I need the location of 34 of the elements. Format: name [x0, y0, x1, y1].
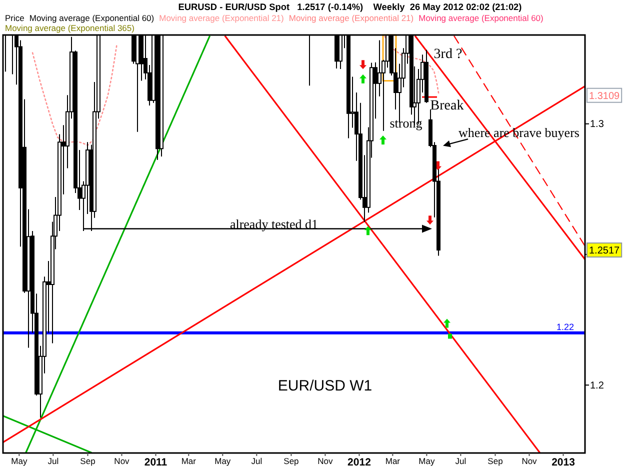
- y-tick-label: 1.2: [590, 380, 604, 392]
- x-tick-label: Jul: [251, 456, 262, 466]
- x-tick-label: May: [214, 456, 232, 466]
- annotation: 1.3109: [589, 90, 620, 102]
- x-tick-label: Jul: [455, 456, 466, 466]
- y-tick-label: 1.3: [590, 119, 604, 130]
- annotation: 3rd ?: [434, 47, 462, 62]
- chart-title: EURUSD - EUR/USD Spot 1.2517 (-0.14%) Weekly 26 May 2012 02:02 (21:02): [178, 2, 522, 12]
- x-tick-label: 2013: [552, 456, 576, 468]
- x-tick-label: Nov: [114, 456, 130, 466]
- annotation: EUR/USD W1: [278, 377, 372, 394]
- series-label: Price: [5, 13, 25, 23]
- legend-label: Moving average (Exponential 21): [288, 13, 414, 23]
- x-tick-label: May: [418, 456, 436, 466]
- legend-label: Moving average (Exponential 365): [5, 23, 135, 33]
- x-tick-label: Sep: [80, 456, 96, 466]
- text: Moving average (Exponential 21): [159, 13, 284, 23]
- x-tick-label: Nov: [318, 456, 334, 466]
- legend-label: Moving average (Exponential 60): [29, 13, 154, 23]
- x-tick-label: Nov: [522, 456, 538, 466]
- annotation: Break: [430, 98, 464, 114]
- x-tick-label: Jul: [48, 456, 59, 466]
- x-tick-label: Sep: [284, 456, 300, 466]
- x-tick-label: 2011: [144, 456, 168, 468]
- x-tick-label: May: [11, 456, 28, 466]
- annotation: already tested d1: [230, 216, 318, 232]
- x-tick-label: 2012: [348, 456, 372, 468]
- x-tick-label: Mar: [385, 456, 400, 466]
- ref-line-label: 1.22: [556, 322, 574, 332]
- candlestick: [424, 49, 428, 104]
- x-tick-label: Mar: [181, 456, 196, 466]
- x-tick-label: Sep: [488, 456, 504, 466]
- annotation: 1.2517: [589, 246, 620, 257]
- legend-label: Moving average (Exponential 60): [418, 13, 544, 23]
